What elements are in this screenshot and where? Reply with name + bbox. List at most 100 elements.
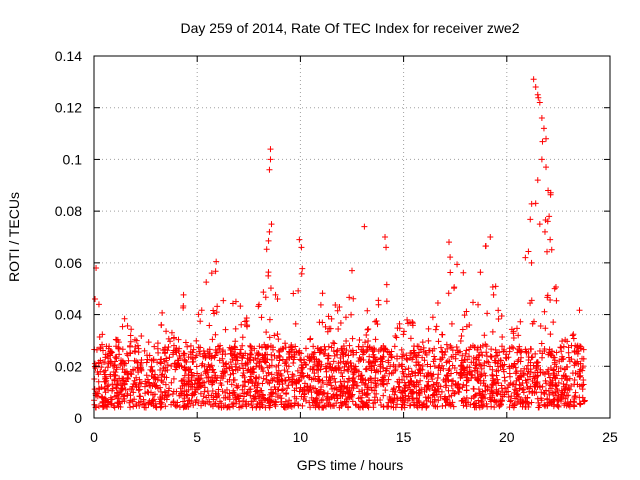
data-point — [127, 404, 134, 411]
data-point — [185, 374, 192, 381]
data-point — [398, 346, 405, 353]
data-point — [489, 372, 496, 379]
data-point — [272, 386, 279, 393]
data-point — [473, 391, 480, 398]
data-point — [355, 395, 362, 402]
data-point — [344, 379, 351, 386]
y-tick-label: 0.08 — [55, 203, 82, 219]
data-points — [91, 76, 588, 411]
data-point — [529, 389, 536, 396]
data-point — [330, 358, 337, 365]
data-point — [425, 369, 432, 376]
data-point — [545, 351, 552, 358]
data-point — [541, 390, 548, 397]
data-point — [339, 400, 346, 407]
data-point — [366, 353, 373, 360]
data-point — [113, 353, 120, 360]
data-point — [429, 314, 436, 321]
data-point — [266, 166, 273, 173]
data-point — [124, 322, 131, 329]
data-point — [571, 399, 578, 406]
data-point — [335, 326, 342, 333]
data-point — [150, 356, 157, 363]
data-point — [417, 377, 424, 384]
data-point — [180, 352, 187, 359]
data-point — [129, 366, 136, 373]
data-point — [262, 294, 269, 301]
data-point — [458, 333, 465, 340]
data-point — [483, 349, 490, 356]
data-point — [525, 248, 532, 255]
data-point — [301, 386, 308, 393]
data-point — [577, 401, 584, 408]
data-point — [507, 398, 514, 405]
data-point — [472, 362, 479, 369]
data-point — [96, 334, 103, 341]
data-point — [475, 378, 482, 385]
data-point — [247, 351, 254, 358]
data-point — [576, 343, 583, 350]
data-point — [392, 366, 399, 373]
data-point — [512, 381, 519, 388]
data-point — [542, 325, 549, 332]
data-point — [446, 358, 453, 365]
data-point — [315, 376, 322, 383]
data-point — [101, 395, 108, 402]
data-point — [563, 363, 570, 370]
data-point — [197, 390, 204, 397]
data-point — [300, 396, 307, 403]
data-point — [538, 340, 545, 347]
data-point — [364, 386, 371, 393]
data-point — [491, 397, 498, 404]
data-point — [134, 365, 141, 372]
data-point — [413, 402, 420, 409]
data-point — [119, 375, 126, 382]
data-point — [260, 375, 267, 382]
tick-labels: 0 5 10 15 20 25 0 0.02 0.04 0.06 0.08 0.1 0.12 0.14 — [55, 48, 618, 445]
data-point — [187, 342, 194, 349]
data-point — [176, 392, 183, 399]
data-point — [216, 398, 223, 405]
data-point — [157, 367, 164, 374]
data-point — [306, 386, 313, 393]
data-point — [184, 400, 191, 407]
data-point — [173, 388, 180, 395]
data-point — [571, 381, 578, 388]
data-point — [489, 328, 496, 335]
data-point — [545, 366, 552, 373]
data-point — [158, 377, 165, 384]
data-point — [296, 347, 303, 354]
data-point — [466, 353, 473, 360]
data-point — [159, 309, 166, 316]
data-point — [319, 319, 326, 326]
data-point — [522, 254, 529, 261]
data-point — [576, 307, 583, 314]
data-point — [127, 397, 134, 404]
data-point — [195, 400, 202, 407]
data-point — [253, 360, 260, 367]
data-point — [235, 382, 242, 389]
data-point — [325, 352, 332, 359]
data-point — [332, 379, 339, 386]
x-tick-label: 15 — [396, 429, 412, 445]
data-point — [125, 375, 132, 382]
data-point — [271, 352, 278, 359]
data-point — [369, 360, 376, 367]
data-point — [435, 338, 442, 345]
data-point — [133, 358, 140, 365]
data-point — [130, 403, 137, 410]
data-point — [415, 359, 422, 366]
data-point — [284, 368, 291, 375]
data-point — [431, 398, 438, 405]
data-point — [456, 389, 463, 396]
data-point — [493, 390, 500, 397]
data-point — [480, 393, 487, 400]
data-point — [211, 310, 218, 317]
data-point — [190, 402, 197, 409]
data-point — [185, 386, 192, 393]
data-point — [275, 367, 282, 374]
data-point — [263, 344, 270, 351]
data-point — [193, 363, 200, 370]
data-point — [361, 381, 368, 388]
data-point — [349, 335, 356, 342]
